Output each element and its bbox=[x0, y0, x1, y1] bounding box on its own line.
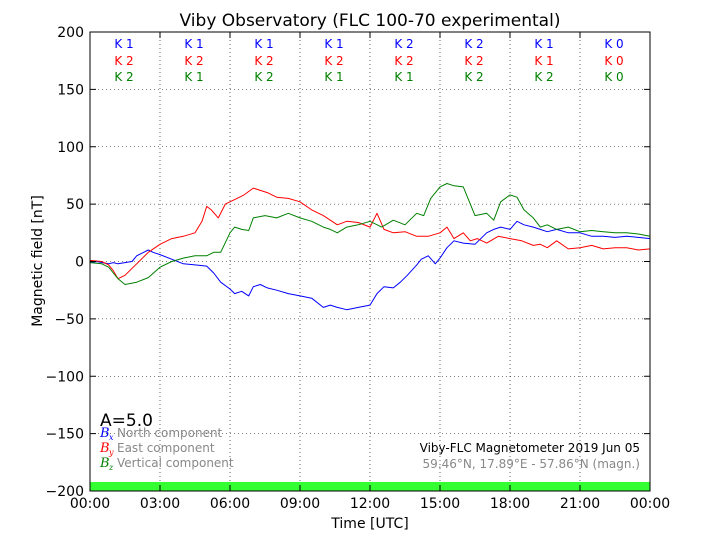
y-tick-label: −100 bbox=[46, 369, 84, 385]
legend-subscript: z bbox=[108, 463, 114, 472]
x-tick-label: 18:00 bbox=[490, 496, 530, 512]
k-index-vertical: K 2 bbox=[254, 70, 273, 84]
vertical-component-line bbox=[89, 183, 651, 285]
legend-symbol: B bbox=[99, 456, 110, 471]
k-index-east: K 2 bbox=[464, 54, 483, 68]
location-info: 59.46°N, 17.89°E - 57.86°N (magn.) bbox=[423, 457, 640, 471]
activity-index: A=5.0 bbox=[100, 411, 153, 431]
legend-symbol: B bbox=[99, 441, 110, 456]
x-tick-label: 12:00 bbox=[350, 496, 390, 512]
k-index-north: K 2 bbox=[464, 37, 483, 51]
k-index-east: K 2 bbox=[114, 54, 133, 68]
x-tick-labels: 00:00 03:00 06:00 09:00 12:00 15:00 18:00 21:00… bbox=[70, 496, 670, 512]
y-tick-label: 150 bbox=[57, 82, 84, 98]
k-index-vertical: K 2 bbox=[114, 70, 133, 84]
k-index-east: K 1 bbox=[534, 54, 553, 68]
x-tick-label: 15:00 bbox=[420, 496, 460, 512]
legend-label: North component bbox=[117, 426, 223, 440]
y-tick-labels: 200 150 100 50 0 −50 −100 −150 −200 bbox=[46, 25, 84, 500]
k-index-vertical: K 2 bbox=[534, 70, 553, 84]
north-component-line bbox=[89, 220, 651, 311]
x-tick-label: 06:00 bbox=[210, 496, 250, 512]
east-component-line bbox=[89, 187, 651, 280]
y-tick-label: −150 bbox=[46, 427, 84, 443]
y-tick-label: 200 bbox=[57, 25, 84, 41]
k-index-vertical: K 1 bbox=[184, 70, 203, 84]
k-index-east: K 2 bbox=[394, 54, 413, 68]
x-axis-label: Time [UTC] bbox=[330, 516, 408, 532]
instrument-info: Viby-FLC Magnetometer 2019 Jun 05 bbox=[420, 441, 640, 455]
k-index-north: K 1 bbox=[184, 37, 203, 51]
k-index-east: K 2 bbox=[324, 54, 343, 68]
y-tick-label: 0 bbox=[75, 255, 84, 271]
legend-subscript: x bbox=[109, 433, 114, 442]
series-layer bbox=[89, 183, 651, 311]
grid bbox=[90, 32, 650, 491]
k-index-vertical: K 1 bbox=[324, 70, 343, 84]
x-tick-label: 00:00 bbox=[70, 496, 110, 512]
k-index-vertical: K 0 bbox=[604, 70, 623, 84]
k-index-north: K 1 bbox=[324, 37, 343, 51]
k-index-east: K 2 bbox=[254, 54, 273, 68]
chart-title: Viby Observatory (FLC 100-70 experimenta… bbox=[180, 11, 561, 31]
k-index-east: K 0 bbox=[604, 54, 623, 68]
y-tick-label: 50 bbox=[66, 197, 84, 213]
x-tick-label: 00:00 bbox=[630, 496, 670, 512]
y-tick-label: −200 bbox=[46, 484, 84, 500]
y-tick-label: −50 bbox=[54, 312, 84, 328]
k-index-north: K 0 bbox=[604, 37, 623, 51]
k-index-vertical: K 2 bbox=[464, 70, 483, 84]
legend-subscript: y bbox=[108, 448, 114, 457]
legend-label: Vertical component bbox=[117, 456, 234, 470]
x-tick-label: 21:00 bbox=[560, 496, 600, 512]
y-tick-label: 100 bbox=[57, 140, 84, 156]
legend-symbol: B bbox=[99, 426, 110, 441]
k-index-north: K 1 bbox=[114, 37, 133, 51]
legend-label: East component bbox=[117, 441, 215, 455]
k-index-north: K 2 bbox=[394, 37, 413, 51]
k-index-east: K 2 bbox=[184, 54, 203, 68]
axis-ticks bbox=[89, 31, 651, 492]
x-tick-label: 03:00 bbox=[140, 496, 180, 512]
x-tick-label: 09:00 bbox=[280, 496, 320, 512]
k-index-vertical: K 1 bbox=[394, 70, 413, 84]
y-axis-label: Magnetic field [nT] bbox=[30, 195, 46, 327]
k-index-table: K 1 K 1 K 1 K 1 K 2 K 2 K 1 K 0 K 2 K 2 K 2 K 2 K 2 K… bbox=[114, 37, 623, 84]
k-index-north: K 1 bbox=[254, 37, 273, 51]
k-index-north: K 1 bbox=[534, 37, 553, 51]
